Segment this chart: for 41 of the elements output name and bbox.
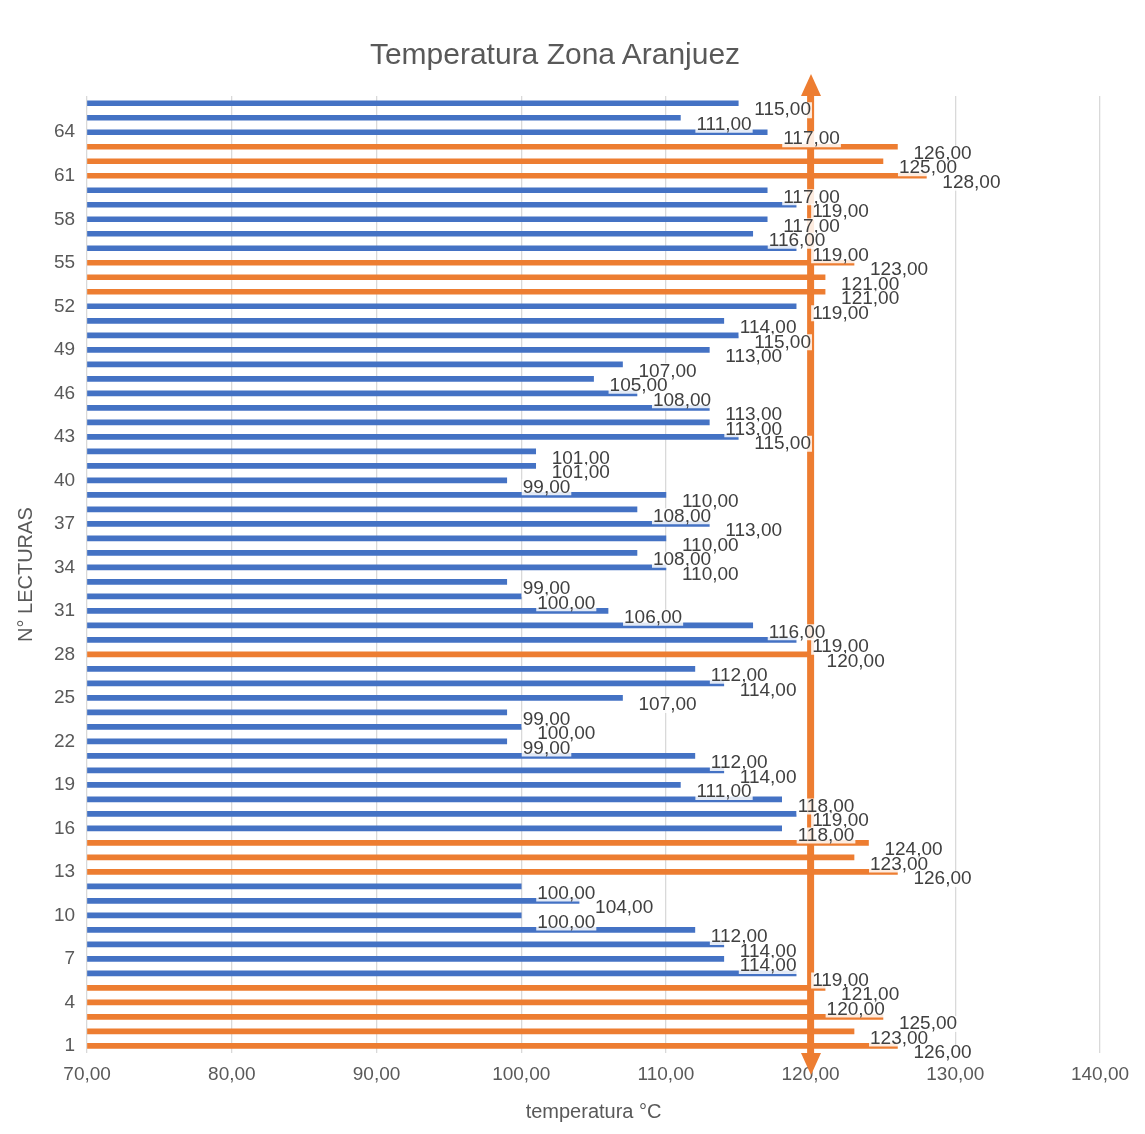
data-label: 117,00 — [783, 127, 840, 149]
y-tick-label: 55 — [53, 251, 76, 273]
data-label: 115,00 — [754, 98, 811, 120]
y-tick-label: 64 — [53, 120, 76, 142]
y-tick-label: 16 — [53, 816, 76, 838]
x-axis-title: temperatura °C — [525, 1099, 662, 1122]
y-tick-label: 1 — [64, 1034, 76, 1056]
x-tick-label: 90,00 — [352, 1062, 401, 1084]
x-tick-label: 80,00 — [208, 1062, 256, 1084]
data-label: 107,00 — [638, 693, 697, 715]
y-tick-label: 37 — [53, 512, 76, 534]
data-label: 106,00 — [624, 606, 683, 628]
x-tick-label: 110,00 — [637, 1062, 695, 1084]
y-tick-label: 25 — [53, 686, 76, 708]
y-tick-label: 7 — [64, 947, 76, 969]
data-label: 111,00 — [696, 112, 752, 134]
y-tick-label: 4 — [64, 990, 76, 1012]
x-tick-label: 140,00 — [1070, 1062, 1130, 1084]
chart-title: Temperatura Zona Aranjuez — [369, 37, 741, 71]
y-tick-label: 22 — [53, 729, 76, 751]
data-label: 104,00 — [595, 896, 654, 918]
y-tick-label: 10 — [53, 903, 76, 925]
y-tick-label: 28 — [53, 642, 76, 664]
x-tick-label: 100,00 — [492, 1062, 551, 1084]
data-label: 100,00 — [537, 881, 596, 903]
x-tick-label: 120,00 — [781, 1062, 840, 1084]
y-tick-label: 46 — [53, 381, 76, 403]
y-tick-label: 19 — [53, 773, 76, 795]
y-tick-label: 61 — [53, 164, 76, 185]
y-tick-label: 52 — [53, 294, 76, 316]
y-tick-label: 43 — [53, 425, 76, 447]
y-tick-label: 34 — [53, 555, 76, 577]
x-tick-label: 130,00 — [926, 1062, 985, 1084]
x-tick-label: 70,00 — [63, 1062, 111, 1084]
y-tick-label: 58 — [53, 207, 76, 229]
y-axis-title: N° LECTURAS — [13, 507, 36, 642]
y-tick-label: 13 — [53, 860, 76, 882]
data-label: 100,00 — [537, 910, 596, 932]
y-tick-label: 31 — [53, 599, 76, 621]
y-tick-label: 40 — [53, 468, 76, 490]
y-tick-label: 49 — [53, 338, 76, 360]
